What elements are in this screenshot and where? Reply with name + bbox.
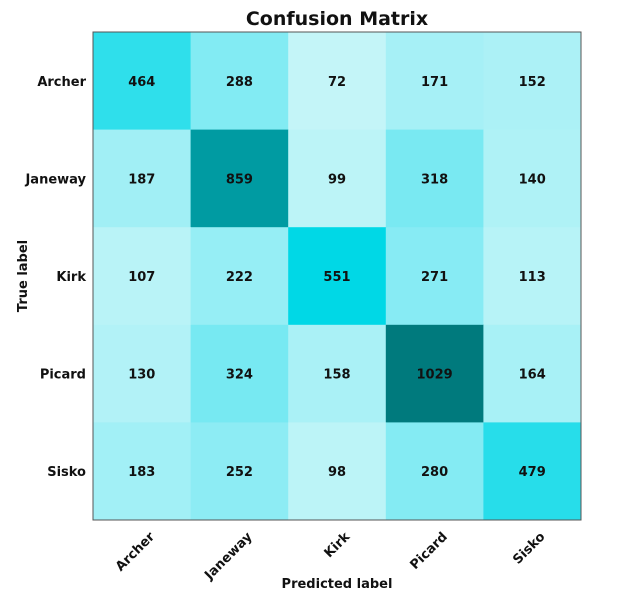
cell-value-label: 164 xyxy=(519,368,546,383)
cell-value-label: 1029 xyxy=(417,368,453,383)
y-tick-label: Sisko xyxy=(47,465,86,480)
plot-frame xyxy=(92,31,582,521)
x-tick-label: Kirk xyxy=(322,529,354,561)
cell-value-label: 158 xyxy=(323,368,350,383)
y-tick-label: Janeway xyxy=(24,172,86,187)
cell-value-label: 99 xyxy=(328,172,346,187)
heatmap-cell xyxy=(288,324,387,423)
heatmap-cell xyxy=(93,422,192,521)
cell-value-label: 324 xyxy=(226,368,253,383)
cell-value-label: 271 xyxy=(421,270,448,285)
heatmap-cell xyxy=(93,227,192,326)
cell-value-label: 464 xyxy=(128,75,155,90)
cell-value-label: 152 xyxy=(519,75,546,90)
heatmap-cell xyxy=(288,32,387,131)
cell-value-label: 98 xyxy=(328,465,346,480)
cell-value-label: 859 xyxy=(226,172,253,187)
heatmap-cell xyxy=(288,422,387,521)
heatmap-cell xyxy=(93,324,192,423)
cell-value-label: 318 xyxy=(421,172,448,187)
cell-value-label: 288 xyxy=(226,75,253,90)
cell-value-label: 130 xyxy=(128,368,155,383)
x-tick-labels: Archer Janeway Kirk Picard Sisko xyxy=(113,529,548,584)
heatmap-cell xyxy=(288,129,387,228)
cell-value-label: 551 xyxy=(323,270,350,285)
heatmap-cell xyxy=(483,32,582,131)
heatmap-cell xyxy=(385,324,484,423)
cell-value-label: 479 xyxy=(519,465,546,480)
heatmap-cell xyxy=(483,324,582,423)
heatmap-cell xyxy=(93,32,192,131)
chart-title: Confusion Matrix xyxy=(246,8,428,30)
cell-value-label: 171 xyxy=(421,75,448,90)
heatmap-cell xyxy=(190,422,289,521)
y-tick-label: Picard xyxy=(40,368,86,383)
heatmap-cell xyxy=(288,227,387,326)
cell-value-label: 252 xyxy=(226,465,253,480)
x-tick-label: Picard xyxy=(408,530,451,573)
x-tick-label: Janeway xyxy=(201,529,255,583)
heatmap-cell xyxy=(190,324,289,423)
y-tick-labels: Archer Janeway Kirk Picard Sisko xyxy=(24,75,86,480)
cell-value-label: 140 xyxy=(519,172,546,187)
x-tick-label: Sisko xyxy=(510,530,548,568)
heatmap-cell xyxy=(483,227,582,326)
heatmap-cell xyxy=(93,129,192,228)
heatmap-cell xyxy=(483,129,582,228)
heatmap-cell xyxy=(483,422,582,521)
heatmap-cell xyxy=(385,32,484,131)
cell-value-label: 113 xyxy=(519,270,546,285)
y-axis-label: True label xyxy=(16,240,31,312)
y-tick-label: Kirk xyxy=(56,270,86,285)
x-axis-label: Predicted label xyxy=(282,577,393,592)
x-tick-label: Archer xyxy=(113,529,158,574)
heatmap-cell xyxy=(385,422,484,521)
cell-value-label: 183 xyxy=(128,465,155,480)
heatmap-cells: 464 288 72 171 152 187 859 99 318 140 107 222 551 271… xyxy=(93,32,582,521)
cell-value-label: 187 xyxy=(128,172,155,187)
cell-value-label: 72 xyxy=(328,75,346,90)
cell-value-label: 107 xyxy=(128,270,155,285)
heatmap-cell xyxy=(190,227,289,326)
heatmap-cell xyxy=(385,227,484,326)
y-tick-label: Archer xyxy=(37,75,86,90)
cell-value-label: 280 xyxy=(421,465,448,480)
cell-value-label: 222 xyxy=(226,270,253,285)
heatmap-cell xyxy=(190,32,289,131)
heatmap-cell xyxy=(190,129,289,228)
heatmap-cell xyxy=(385,129,484,228)
